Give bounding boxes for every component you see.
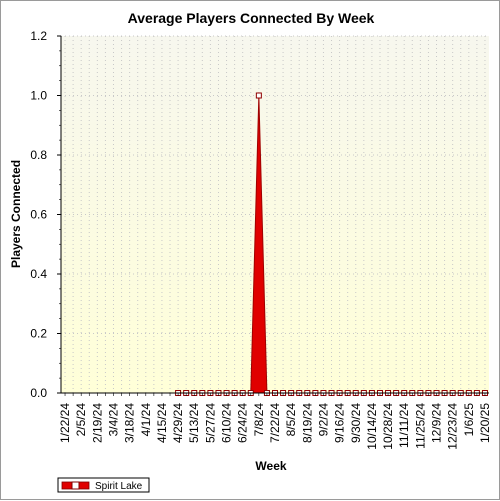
grid (61, 35, 489, 393)
x-tick-label: 7/22/24 (268, 403, 282, 443)
x-axis-title: Week (255, 459, 286, 473)
x-tick-label: 10/28/24 (381, 403, 395, 450)
y-axis-title: Players Connected (9, 160, 23, 268)
legend: Spirit Lake (57, 477, 150, 493)
data-point-marker (255, 92, 262, 99)
y-tick-label: 0.2 (30, 327, 47, 341)
x-ticks: 1/22/24 2/5/24 2/19/24 3/4/24 3/18/24 4/1/24 4… (58, 393, 492, 450)
x-tick-label: 9/16/24 (333, 403, 347, 443)
x-tick-label: 11/11/24 (397, 403, 411, 448)
y-ticks: 0.0 0.2 0.4 0.6 0.8 1.0 1.2 (30, 29, 61, 400)
x-tick-label: 3/4/24 (106, 403, 120, 437)
x-tick-label: 9/2/24 (316, 403, 330, 437)
x-tick-label: 2/19/24 (90, 403, 104, 443)
x-tick-label: 4/1/24 (139, 403, 153, 437)
legend-label: Spirit Lake (95, 481, 143, 492)
x-tick-label: 9/30/24 (349, 403, 363, 443)
x-tick-label: 7/8/24 (252, 403, 266, 437)
x-tick-label: 12/23/24 (446, 403, 460, 450)
y-tick-label: 0.0 (30, 386, 47, 400)
x-tick-label: 2/5/24 (74, 403, 88, 437)
y-tick-label: 0.8 (30, 148, 47, 162)
x-tick-label: 10/14/24 (365, 403, 379, 450)
x-tick-label: 1/22/24 (58, 403, 72, 443)
x-tick-label: 6/10/24 (220, 403, 234, 443)
y-tick-label: 1.0 (30, 89, 47, 103)
y-tick-label: 1.2 (30, 29, 47, 43)
chart-title: Average Players Connected By Week (128, 10, 375, 26)
legend-marker (71, 481, 80, 490)
x-tick-label: 4/15/24 (155, 403, 169, 443)
y-tick-label: 0.6 (30, 208, 47, 222)
x-tick-label: 6/24/24 (236, 403, 250, 443)
x-tick-label: 3/18/24 (123, 403, 137, 443)
y-tick-label: 0.4 (30, 267, 47, 281)
x-tick-label: 8/19/24 (300, 403, 314, 443)
x-tick-label: 11/25/24 (413, 403, 427, 449)
x-tick-label: 12/9/24 (430, 403, 444, 443)
x-tick-label: 4/29/24 (171, 403, 185, 443)
x-tick-label: 1/6/25 (462, 403, 476, 437)
x-tick-label: 5/13/24 (187, 403, 201, 443)
x-tick-label: 5/27/24 (203, 403, 217, 443)
x-tick-label: 1/20/25 (478, 403, 492, 443)
x-tick-label: 8/5/24 (284, 403, 298, 437)
